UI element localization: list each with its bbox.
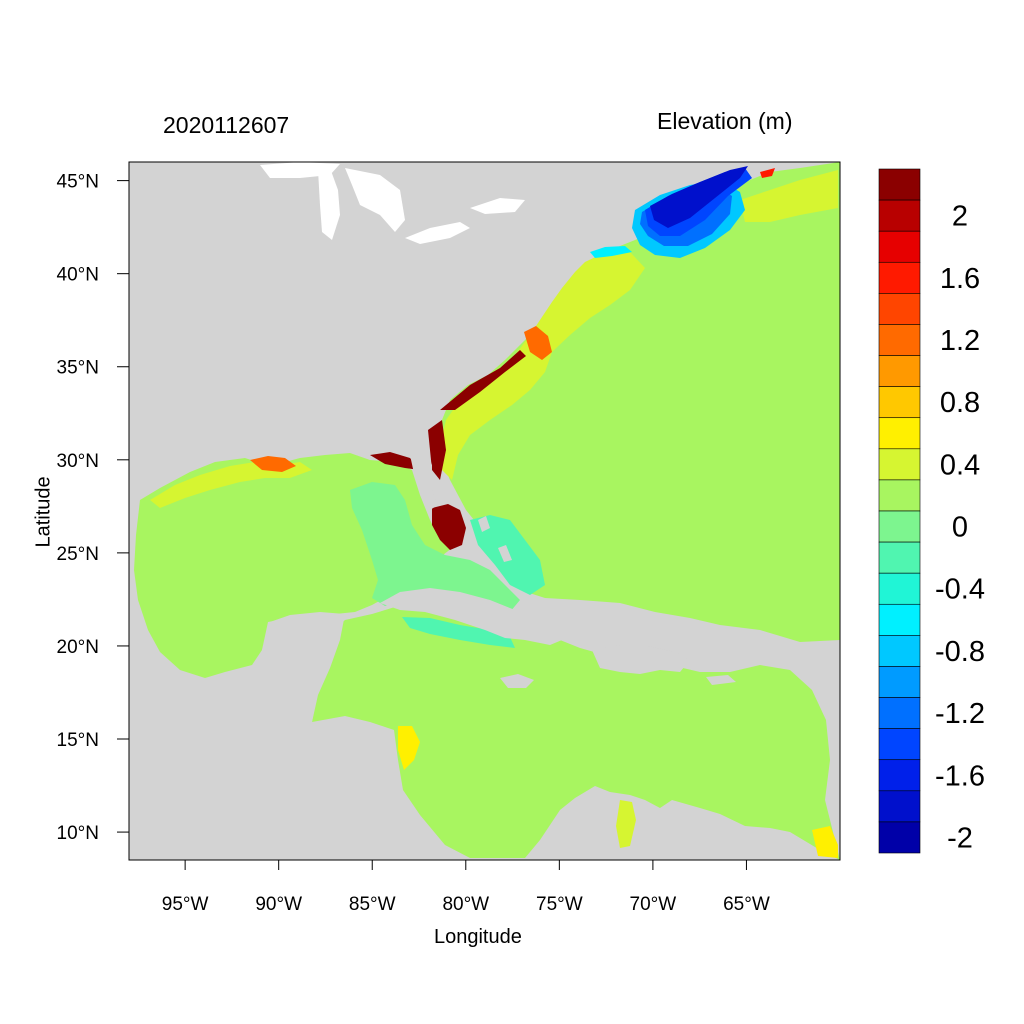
- florida-peninsula: [410, 445, 438, 510]
- variable-title: Elevation (m): [657, 108, 793, 134]
- trinidad-coast-surge: [812, 826, 838, 858]
- colorbar-swatch: [878, 541, 921, 574]
- colorbar-label: -0.4: [935, 574, 985, 606]
- colorbar-swatch: [878, 728, 921, 761]
- lon-tick-label: 75°W: [536, 894, 583, 915]
- colorbar-swatch: [878, 355, 921, 387]
- lon-tick-label: 90°W: [255, 894, 302, 915]
- lake-huron: [345, 168, 405, 232]
- lon-tick-label: 85°W: [349, 894, 396, 915]
- puerto-rico-island: [706, 675, 736, 685]
- map-timestamp-title: 2020112607: [163, 112, 290, 138]
- latitude-ticks: 45°N 40°N 35°N 30°N 25°N 20°N 15°N 10°N: [57, 172, 129, 844]
- lake-michigan: [318, 168, 340, 240]
- yucatan-peninsula: [262, 612, 345, 722]
- colorbar-swatch: [878, 603, 921, 636]
- colorbar-label: -2: [947, 822, 973, 854]
- lat-tick-label: 10°N: [57, 823, 99, 844]
- cuba-island: [380, 588, 562, 645]
- colorbar-swatch: [878, 759, 921, 792]
- lake-ontario: [470, 198, 525, 214]
- colorbar-swatch: [878, 510, 921, 543]
- colorbar-label: -1.2: [935, 698, 985, 730]
- east-coast-shelf-surge: [440, 250, 645, 480]
- colorbar-swatch: [878, 572, 921, 605]
- colorbar-label: -0.8: [935, 636, 985, 668]
- lon-tick-label: 65°W: [723, 894, 770, 915]
- lake-erie: [405, 222, 470, 244]
- colorbar-swatch: [878, 790, 921, 823]
- colorbar-swatch: [878, 230, 921, 263]
- colorbar-swatch: [878, 168, 921, 201]
- colorbar-label: -1.6: [935, 760, 985, 792]
- map-plot-area: [129, 162, 840, 860]
- northeast-shelf-surge: [740, 170, 838, 222]
- honduras-coast-surge: [398, 726, 420, 770]
- colorbar-label: 0.8: [940, 387, 980, 419]
- lat-tick-label: 35°N: [57, 358, 99, 379]
- bahama-island: [478, 516, 490, 532]
- lon-tick-label: 80°W: [442, 894, 489, 915]
- louisiana-marsh-surge: [250, 456, 296, 472]
- colorbar-swatch: [878, 635, 921, 667]
- gulf-of-maine-setdown-core: [650, 166, 748, 228]
- florida-straits-setdown: [350, 482, 520, 612]
- colorbar-swatch: [878, 479, 921, 512]
- colorbar-label: 2: [952, 201, 968, 233]
- colorbar-swatch: [878, 386, 921, 419]
- southwest-florida-surge: [432, 504, 466, 550]
- colorbar-swatch: [878, 199, 921, 232]
- plot-frame: [128, 161, 841, 861]
- lat-tick-label: 45°N: [57, 172, 99, 193]
- florida-east-coast-surge: [428, 420, 446, 480]
- longitude-ticks: 95°W 90°W 85°W 80°W 75°W 70°W 65°W: [162, 860, 770, 915]
- colorbar-label: 0: [952, 512, 968, 544]
- colorbar-swatch: [878, 821, 921, 854]
- lon-tick-label: 95°W: [162, 894, 209, 915]
- colorbar: 2 1.6 1.2 0.8 0.4 0 -0.4 -0.8 -1.2 -1.6 -2: [878, 168, 985, 854]
- colorbar-swatch: [878, 324, 921, 356]
- lon-tick-label: 70°W: [630, 894, 677, 915]
- bahama-island: [498, 545, 512, 562]
- gulf-coast-surge: [150, 462, 312, 508]
- ocean-field: [312, 162, 840, 860]
- colorbar-label: 1.2: [940, 325, 980, 357]
- colorbar-label: 1.6: [940, 263, 980, 295]
- lat-tick-label: 25°N: [57, 544, 99, 565]
- colorbar-label: 0.4: [940, 449, 980, 481]
- colorbar-swatch: [878, 666, 921, 698]
- pamlico-sound-surge: [524, 326, 552, 360]
- colorbar-swatch: [878, 448, 921, 481]
- atlantic-ocean: [438, 162, 840, 642]
- colorbar-swatch: [878, 261, 921, 294]
- hispaniola-island: [592, 645, 690, 674]
- lat-tick-label: 20°N: [57, 637, 99, 658]
- bay-of-fundy-surge: [760, 168, 775, 178]
- carolina-coast-surge: [440, 350, 526, 410]
- new-york-bight-setdown: [590, 246, 632, 258]
- lat-tick-label: 30°N: [57, 451, 99, 472]
- jamaica-island: [500, 674, 534, 688]
- colorbar-swatch: [878, 697, 921, 729]
- lat-tick-label: 15°N: [57, 730, 99, 751]
- colorbar-swatch: [878, 417, 921, 450]
- cuba-south-shelf-setdown: [402, 617, 515, 648]
- big-bend-surge: [370, 452, 420, 470]
- maracaibo-surge: [616, 800, 636, 848]
- colorbar-swatch: [878, 293, 921, 325]
- x-axis-title: Longitude: [434, 926, 522, 948]
- lat-tick-label: 40°N: [57, 265, 99, 286]
